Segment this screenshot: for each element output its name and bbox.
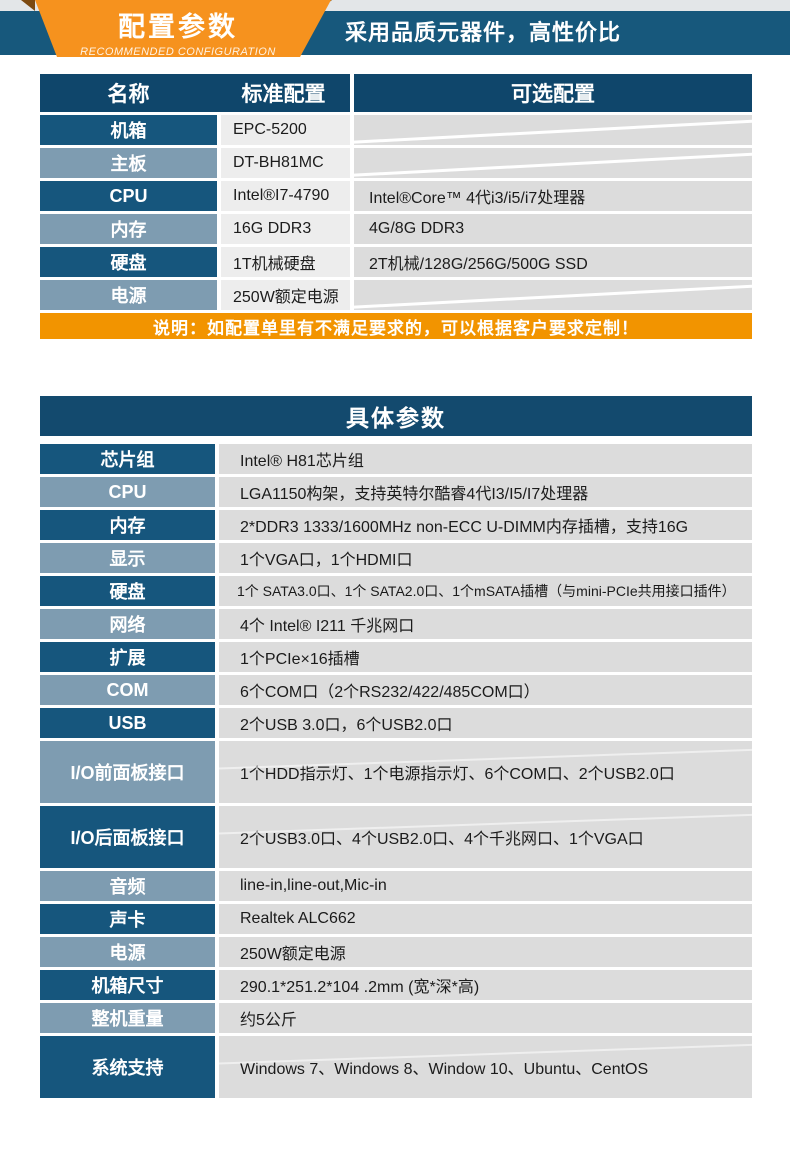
table-row: 主板 DT-BH81MC [40, 148, 752, 178]
optional-value: Intel®Core™ 4代i3/i5/i7处理器 [354, 181, 752, 211]
table-row: 显示 1个VGA口，1个HDMI口 [40, 543, 752, 573]
row-value: 6个COM口（2个RS232/422/485COM口） [219, 675, 752, 705]
row-value: 1个PCIe×16插槽 [219, 642, 752, 672]
optional-value-na [354, 148, 752, 178]
row-value: 2个USB 3.0口，6个USB2.0口 [219, 708, 752, 738]
table-row: 网络 4个 Intel® I211 千兆网口 [40, 609, 752, 639]
table-row: 系统支持 Windows 7、Windows 8、Window 10、Ubunt… [40, 1036, 752, 1098]
row-label: 整机重量 [40, 1003, 215, 1033]
config-table-header: 名称 标准配置 可选配置 [40, 74, 752, 112]
table-row: 机箱尺寸 290.1*251.2*104 .2mm (宽*深*高) [40, 970, 752, 1000]
table-row: CPU Intel®I7-4790 Intel®Core™ 4代i3/i5/i7… [40, 181, 752, 211]
row-value: line-in,line-out,Mic-in [219, 871, 752, 901]
row-label: 系统支持 [40, 1036, 215, 1098]
banner-top-strip [0, 0, 790, 11]
table-row: I/O后面板接口 2个USB3.0口、4个USB2.0口、4个千兆网口、1个VG… [40, 806, 752, 868]
page-title: 配置参数 [118, 12, 238, 42]
table-row: CPU LGA1150构架，支持英特尔酷睿4代I3/I5/I7处理器 [40, 477, 752, 507]
row-value: 约5公斤 [219, 1003, 752, 1033]
row-label: 硬盘 [40, 576, 215, 606]
row-value: 290.1*251.2*104 .2mm (宽*深*高) [219, 970, 752, 1000]
row-label: 声卡 [40, 904, 215, 934]
row-label: COM [40, 675, 215, 705]
row-label: USB [40, 708, 215, 738]
row-label: 电源 [40, 280, 217, 310]
top-banner: 配置参数 RECOMMENDED CONFIGURATION 采用品质元器件，高… [0, 0, 790, 57]
row-value: Windows 7、Windows 8、Window 10、Ubuntu、Cen… [219, 1036, 752, 1098]
standard-value: EPC-5200 [221, 115, 350, 145]
standard-value: 250W额定电源 [221, 280, 350, 310]
table-row: I/O前面板接口 1个HDD指示灯、1个电源指示灯、6个COM口、2个USB2.… [40, 741, 752, 803]
banner-slogan: 采用品质元器件，高性价比 [345, 20, 622, 45]
row-label: I/O后面板接口 [40, 806, 215, 868]
standard-value: Intel®I7-4790 [221, 181, 350, 211]
table-row: 机箱 EPC-5200 [40, 115, 752, 145]
row-value: 2个USB3.0口、4个USB2.0口、4个千兆网口、1个VGA口 [219, 806, 752, 868]
standard-value: 1T机械硬盘 [221, 247, 350, 277]
row-label: 扩展 [40, 642, 215, 672]
row-label: 机箱 [40, 115, 217, 145]
table-row: 内存 16G DDR3 4G/8G DDR3 [40, 214, 752, 244]
table-row: 电源 250W额定电源 [40, 937, 752, 967]
table-row: USB 2个USB 3.0口，6个USB2.0口 [40, 708, 752, 738]
row-label: I/O前面板接口 [40, 741, 215, 803]
table-row: 整机重量 约5公斤 [40, 1003, 752, 1033]
row-value: 1个VGA口，1个HDMI口 [219, 543, 752, 573]
config-header-optional: 可选配置 [354, 74, 752, 112]
ribbon-fold-left [21, 0, 35, 11]
row-label: 网络 [40, 609, 215, 639]
detail-table: 具体参数 芯片组 Intel® H81芯片组 CPU LGA1150构架，支持英… [40, 396, 752, 1098]
row-value: 1个 SATA3.0口、1个 SATA2.0口、1个mSATA插槽（与mini-… [219, 576, 752, 606]
table-row: 电源 250W额定电源 [40, 280, 752, 310]
row-label: 显示 [40, 543, 215, 573]
table-row: 扩展 1个PCIe×16插槽 [40, 642, 752, 672]
row-label: 硬盘 [40, 247, 217, 277]
title-ribbon: 配置参数 RECOMMENDED CONFIGURATION [35, 0, 331, 58]
standard-value: DT-BH81MC [221, 148, 350, 178]
row-label: 音频 [40, 871, 215, 901]
table-row: 内存 2*DDR3 1333/1600MHz non-ECC U-DIMM内存插… [40, 510, 752, 540]
row-value: Intel® H81芯片组 [219, 444, 752, 474]
row-label: CPU [40, 477, 215, 507]
optional-value-na [354, 280, 752, 310]
config-table: 名称 标准配置 可选配置 机箱 EPC-5200 主板 DT-BH81MC CP… [40, 74, 752, 339]
row-value: Realtek ALC662 [219, 904, 752, 934]
row-value: 250W额定电源 [219, 937, 752, 967]
row-label: 电源 [40, 937, 215, 967]
config-header-standard: 标准配置 [217, 74, 350, 112]
table-row: 声卡 Realtek ALC662 [40, 904, 752, 934]
row-label: 机箱尺寸 [40, 970, 215, 1000]
row-value: 2*DDR3 1333/1600MHz non-ECC U-DIMM内存插槽，支… [219, 510, 752, 540]
optional-value: 4G/8G DDR3 [354, 214, 752, 244]
row-value: LGA1150构架，支持英特尔酷睿4代I3/I5/I7处理器 [219, 477, 752, 507]
row-label: CPU [40, 181, 217, 211]
table-row: COM 6个COM口（2个RS232/422/485COM口） [40, 675, 752, 705]
table-row: 硬盘 1个 SATA3.0口、1个 SATA2.0口、1个mSATA插槽（与mi… [40, 576, 752, 606]
custom-note: 说明：如配置单里有不满足要求的，可以根据客户要求定制！ [40, 313, 752, 339]
row-label: 芯片组 [40, 444, 215, 474]
row-label: 主板 [40, 148, 217, 178]
detail-table-title: 具体参数 [40, 396, 752, 436]
table-row: 硬盘 1T机械硬盘 2T机械/128G/256G/500G SSD [40, 247, 752, 277]
table-row: 芯片组 Intel® H81芯片组 [40, 444, 752, 474]
row-value: 1个HDD指示灯、1个电源指示灯、6个COM口、2个USB2.0口 [219, 741, 752, 803]
row-label: 内存 [40, 510, 215, 540]
page-subtitle: RECOMMENDED CONFIGURATION [80, 46, 276, 58]
optional-value-na [354, 115, 752, 145]
standard-value: 16G DDR3 [221, 214, 350, 244]
row-label: 内存 [40, 214, 217, 244]
row-value: 4个 Intel® I211 千兆网口 [219, 609, 752, 639]
optional-value: 2T机械/128G/256G/500G SSD [354, 247, 752, 277]
table-row: 音频 line-in,line-out,Mic-in [40, 871, 752, 901]
config-header-name: 名称 [40, 74, 217, 112]
